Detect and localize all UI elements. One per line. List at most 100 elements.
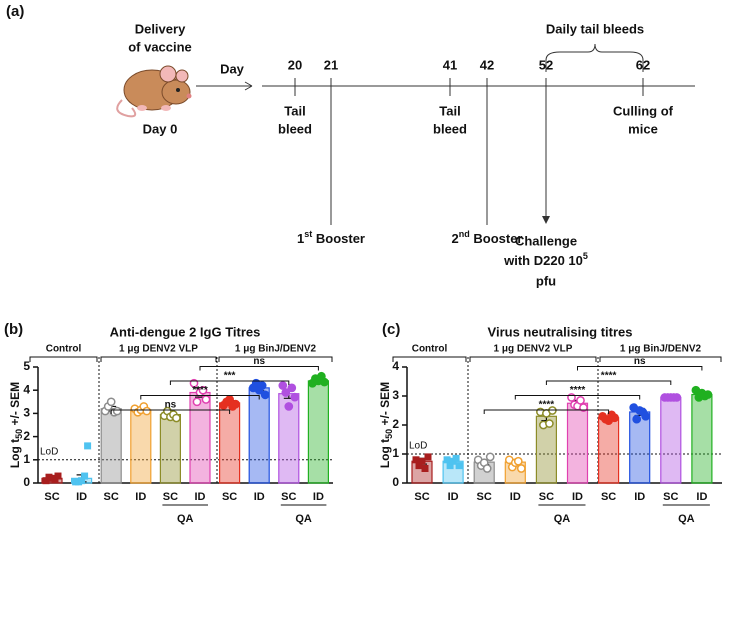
group-bracket [100, 356, 217, 362]
panel-label: (c) [382, 321, 400, 338]
data-point [284, 402, 294, 411]
significance-label: **** [539, 400, 555, 411]
data-point [84, 442, 92, 450]
group-bracket [469, 356, 597, 362]
data-point [142, 406, 152, 416]
bar [566, 402, 589, 484]
y-label-subscript: 50 [384, 429, 394, 439]
data-point [452, 454, 460, 462]
x-tick-label: ID [448, 491, 459, 503]
data-point [641, 411, 651, 421]
x-tick-label: SC [44, 491, 59, 503]
data-point [516, 464, 526, 473]
significance-label: ns [634, 356, 646, 367]
y-axis-label: Log t50 +/- SEM [378, 382, 394, 468]
tail-bleed-label: Tail [439, 103, 460, 118]
y-tick-label: 3 [392, 388, 399, 402]
x-tick-label: SC [477, 491, 492, 503]
bar [248, 387, 270, 484]
data-point [412, 456, 420, 464]
y-tick-label: 2 [23, 429, 30, 443]
y-label-subscript: 50 [14, 429, 24, 439]
culling-label: Culling of [613, 103, 674, 118]
subgroup-label: QA [295, 513, 312, 525]
y-tick-label: 0 [23, 475, 30, 489]
culling-label: mice [628, 121, 658, 136]
x-tick-label: ID [634, 491, 645, 503]
subgroup-label: QA [554, 513, 571, 525]
group-label: Control [46, 344, 82, 355]
booster-label: 1st Booster [297, 229, 365, 246]
booster-suffix: st [304, 229, 312, 239]
significance-bracket [110, 409, 231, 414]
significance-label: **** [192, 385, 208, 396]
lod-label: LoD [409, 441, 427, 452]
challenge-text: with D220 10 [503, 253, 583, 268]
data-point [545, 419, 554, 428]
data-point [703, 390, 713, 399]
x-tick-label: SC [222, 491, 237, 503]
x-tick-label: ID [195, 491, 206, 503]
group-bracket [392, 356, 467, 362]
x-tick-label: SC [601, 491, 616, 503]
data-point [106, 397, 116, 407]
y-tick-label: 1 [23, 452, 30, 466]
data-point [198, 385, 208, 395]
x-tick-label: SC [539, 491, 554, 503]
significance-label: **** [601, 371, 617, 382]
day-label: Day [220, 61, 245, 76]
significance-bracket [545, 380, 672, 385]
bar [660, 396, 682, 484]
data-point [287, 383, 297, 393]
challenge-exponent: 5 [583, 251, 588, 261]
booster-number: 1 [297, 231, 304, 246]
data-point [610, 413, 619, 423]
data-point [482, 464, 492, 473]
day-zero-label: Day 0 [143, 121, 178, 136]
group-bracket [218, 356, 333, 362]
y-tick-label: 3 [23, 406, 30, 420]
y-tick-label: 1 [392, 446, 399, 460]
data-point [418, 457, 426, 465]
y-tick-label: 0 [392, 475, 399, 489]
x-tick-label: ID [313, 491, 324, 503]
booster-text: Booster [312, 231, 365, 246]
booster-label: 2nd Booster [452, 229, 523, 246]
tail-bleed-label: bleed [278, 121, 312, 136]
data-point [54, 472, 62, 480]
significance-bracket [169, 380, 290, 385]
data-point [415, 462, 423, 470]
significance-bracket [199, 366, 319, 371]
day-tick: 20 [288, 57, 302, 72]
data-point [672, 393, 682, 402]
tail-bleed-label: Tail [284, 103, 305, 118]
significance-bracket [514, 395, 641, 400]
significance-bracket [483, 409, 610, 414]
y-label-suffix: +/- SEM [8, 382, 22, 429]
y-tick-label: 2 [392, 417, 399, 431]
bar [691, 393, 713, 484]
booster-number: 2 [452, 231, 459, 246]
group-label: 1 μg BinJ/DENV2 [235, 344, 317, 355]
x-tick-label: SC [104, 491, 119, 503]
bar [597, 417, 620, 484]
x-tick-label: SC [163, 491, 178, 503]
chart-title: Virus neutralising titres [488, 324, 633, 339]
data-point [446, 462, 454, 470]
significance-label: ns [253, 356, 265, 367]
data-point [192, 397, 202, 407]
data-point [513, 456, 523, 466]
data-point [231, 399, 240, 409]
mouse-icon [116, 65, 192, 118]
group-label: Control [412, 344, 448, 355]
significance-bracket [140, 395, 260, 400]
y-tick-label: 4 [23, 382, 30, 396]
y-tick-label: 4 [392, 359, 399, 373]
subgroup-label: QA [678, 513, 695, 525]
data-point [424, 453, 432, 461]
challenge-label: Challenge [515, 233, 577, 248]
x-tick-label: ID [76, 491, 87, 503]
group-bracket [29, 356, 98, 362]
data-point [579, 403, 588, 412]
data-point [576, 396, 585, 405]
